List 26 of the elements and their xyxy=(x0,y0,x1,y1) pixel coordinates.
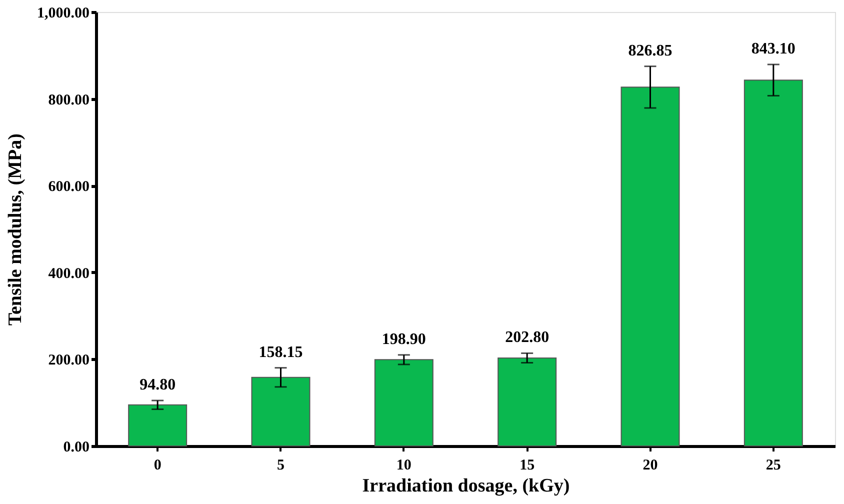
bar xyxy=(498,357,557,446)
x-tick-label: 15 xyxy=(520,458,535,474)
bar xyxy=(128,404,188,446)
y-tick-label: 600.00 xyxy=(48,179,90,196)
x-tick-label: 25 xyxy=(766,458,781,474)
data-label: 94.80 xyxy=(140,376,176,394)
x-tick-label: 5 xyxy=(277,458,284,474)
bar xyxy=(744,80,803,446)
x-tick-label: 10 xyxy=(396,458,412,474)
y-tick-label: 0.00 xyxy=(63,440,90,456)
bar xyxy=(620,86,680,446)
x-tick-label: 0 xyxy=(154,458,162,474)
bar xyxy=(374,359,434,446)
y-tick-label: 800.00 xyxy=(48,92,90,108)
data-label: 202.80 xyxy=(505,329,550,346)
data-label: 843.10 xyxy=(751,40,796,58)
data-label: 826.85 xyxy=(628,42,672,60)
y-tick-label: 400.00 xyxy=(48,266,90,282)
data-label: 198.90 xyxy=(382,330,426,348)
bar xyxy=(251,376,310,446)
data-label: 158.15 xyxy=(258,344,303,361)
x-axis-title: Irradiation dosage, (kGy) xyxy=(362,476,570,496)
y-tick-label: 200.00 xyxy=(48,352,90,369)
y-tick-label: 1,000.00 xyxy=(37,6,90,22)
x-tick-label: 20 xyxy=(642,458,658,474)
y-axis-title: Tensile modulus, (MPa) xyxy=(5,134,26,326)
